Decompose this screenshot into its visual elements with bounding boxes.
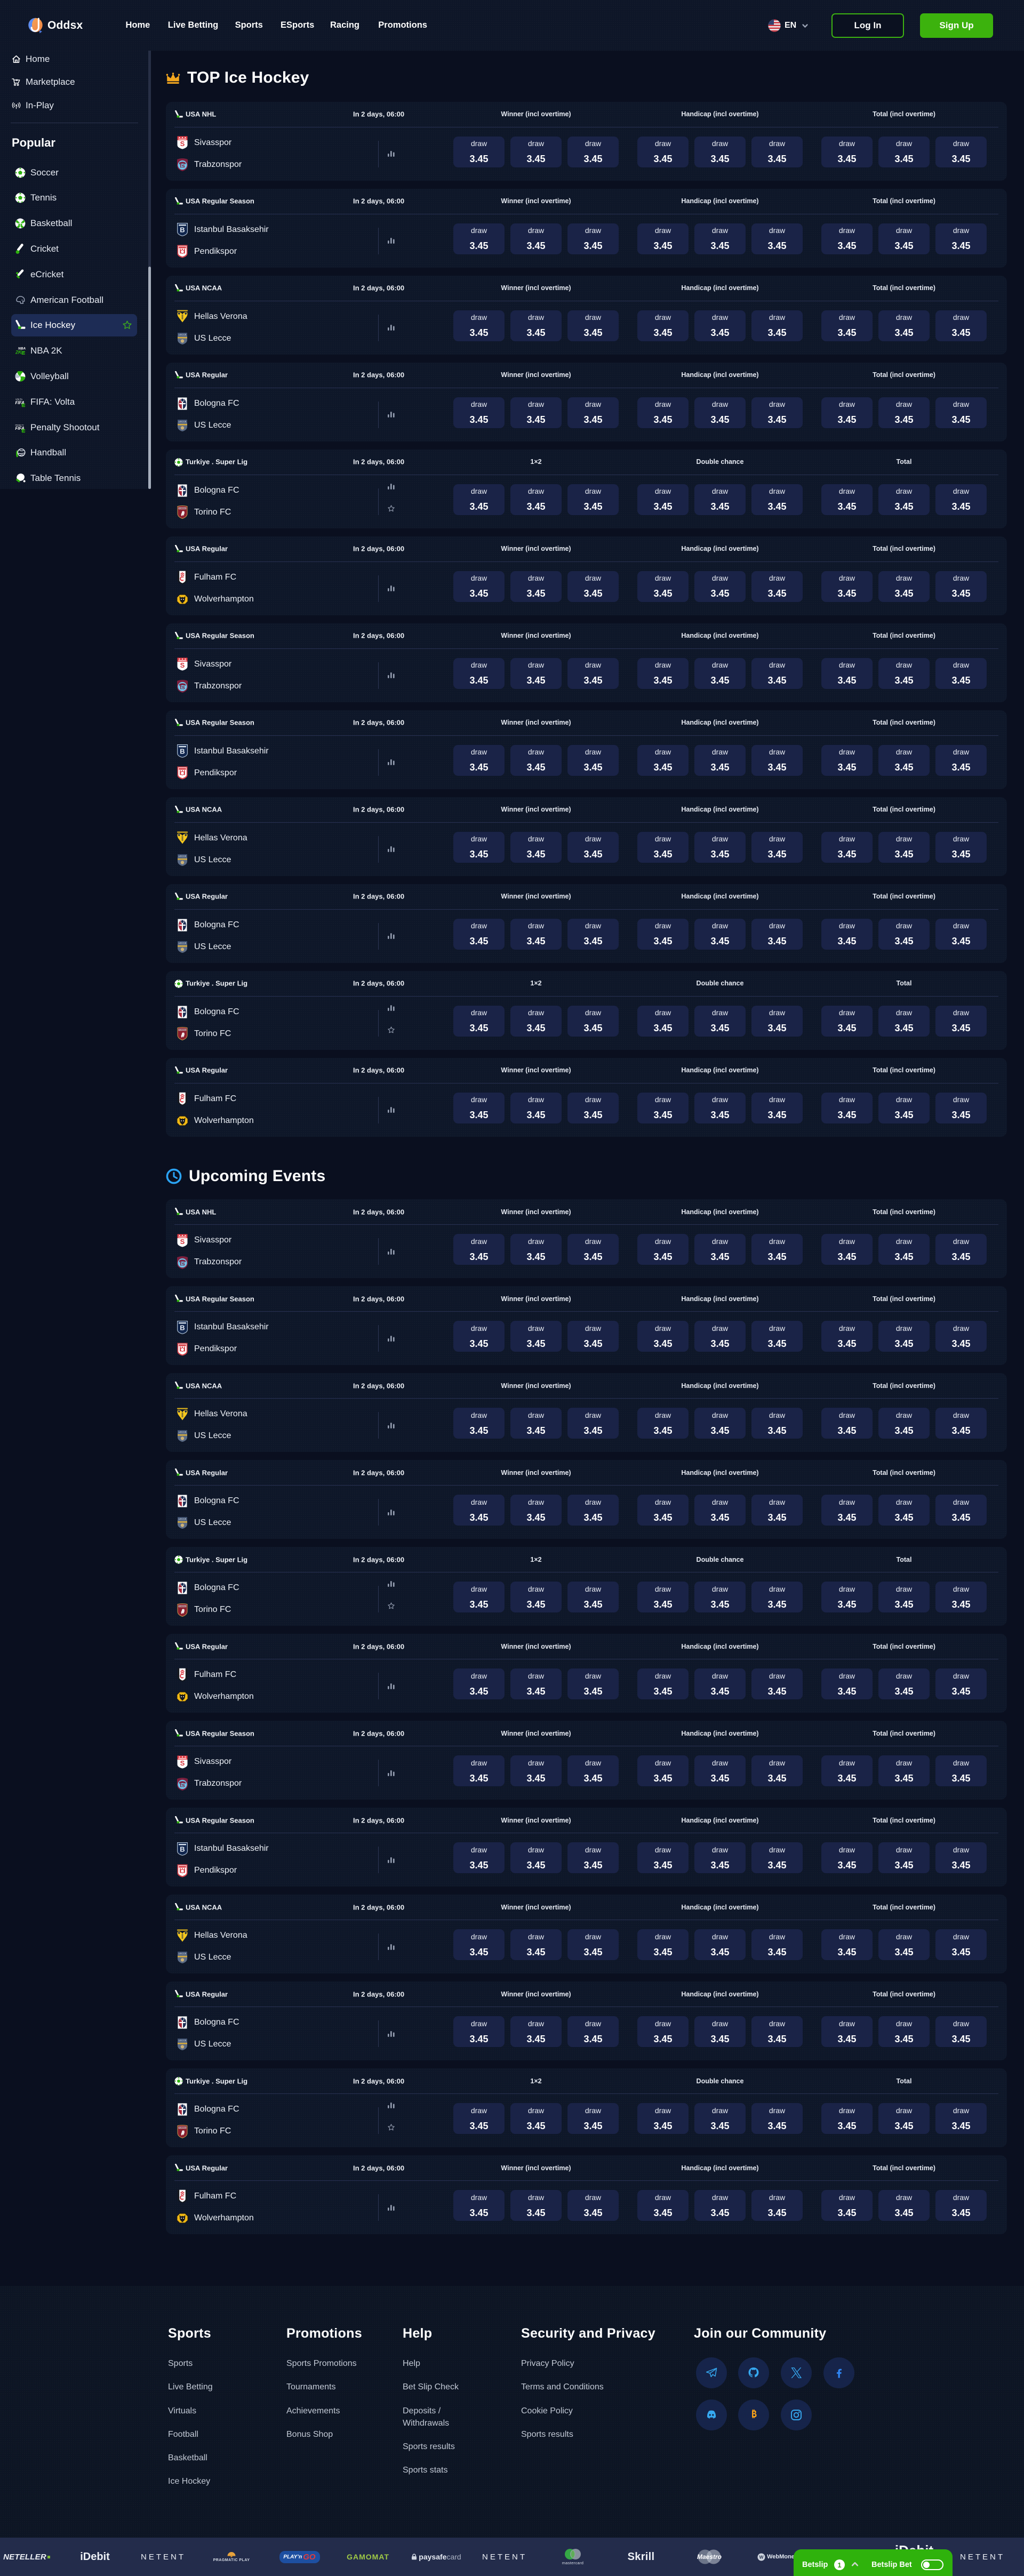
svg-text:PENALTY: PENALTY bbox=[15, 424, 25, 426]
svg-text:NBA: NBA bbox=[18, 347, 26, 351]
svg-text:S: S bbox=[180, 140, 185, 148]
svg-text:18: 18 bbox=[22, 429, 26, 432]
svg-text:LECCE: LECCE bbox=[178, 333, 186, 336]
svg-text:TORINO: TORINO bbox=[179, 1605, 186, 1607]
svg-text:FIFA: FIFA bbox=[15, 400, 25, 405]
svg-text:LECCE: LECCE bbox=[178, 855, 186, 857]
svg-text:S: S bbox=[180, 1759, 185, 1767]
svg-text:ts: ts bbox=[180, 1261, 185, 1267]
svg-text:B: B bbox=[180, 1323, 185, 1331]
svg-text:LECCE: LECCE bbox=[178, 2039, 186, 2042]
svg-text:S: S bbox=[180, 1238, 185, 1246]
svg-text:W: W bbox=[759, 2554, 764, 2559]
svg-text:19: 19 bbox=[22, 404, 26, 407]
svg-text:18: 18 bbox=[22, 352, 26, 355]
svg-text:VOLTA: VOLTA bbox=[15, 398, 22, 400]
svg-text:TORINO: TORINO bbox=[179, 2126, 186, 2129]
svg-text:ts: ts bbox=[180, 163, 185, 170]
svg-text:LECCE: LECCE bbox=[178, 1431, 186, 1433]
svg-text:ts: ts bbox=[180, 1782, 185, 1788]
svg-text:LECCE: LECCE bbox=[178, 1518, 186, 1520]
svg-text:B: B bbox=[180, 1845, 185, 1853]
svg-text:LECCE: LECCE bbox=[178, 420, 186, 423]
svg-text:ts: ts bbox=[180, 685, 185, 691]
svg-text:TORINO: TORINO bbox=[179, 508, 186, 510]
svg-text:B: B bbox=[180, 748, 185, 756]
svg-text:LECCE: LECCE bbox=[178, 942, 186, 944]
svg-text:S: S bbox=[180, 661, 185, 669]
svg-text:2K: 2K bbox=[15, 350, 22, 355]
svg-text:FIFA: FIFA bbox=[15, 426, 25, 431]
svg-text:LECCE: LECCE bbox=[178, 1952, 186, 1955]
svg-text:TORINO: TORINO bbox=[179, 1029, 186, 1031]
svg-text:B: B bbox=[180, 226, 185, 234]
